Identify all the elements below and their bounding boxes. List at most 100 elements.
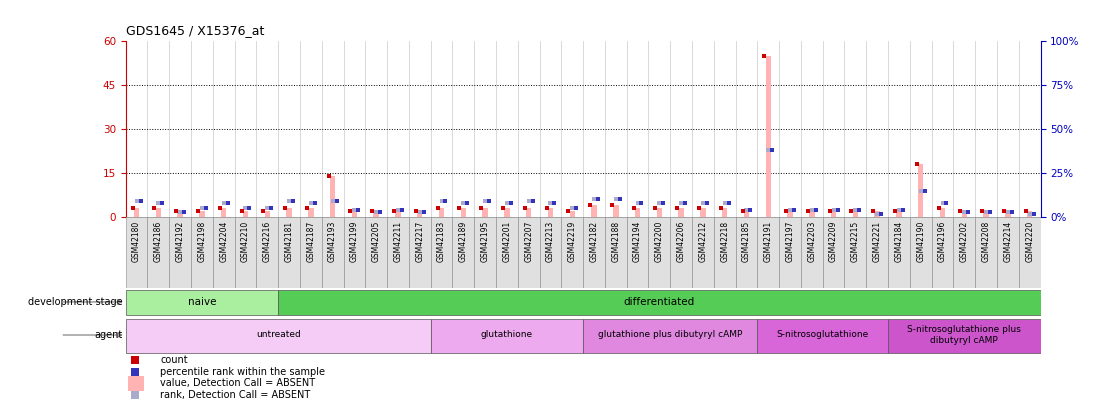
- Bar: [940, 208, 945, 217]
- Text: GSM42208: GSM42208: [982, 221, 990, 262]
- Bar: [213, 217, 235, 288]
- Bar: [126, 290, 278, 315]
- Text: untreated: untreated: [256, 330, 301, 339]
- Bar: [243, 211, 248, 217]
- Bar: [496, 217, 518, 288]
- Text: GSM42203: GSM42203: [808, 221, 816, 262]
- Bar: [613, 205, 619, 217]
- Bar: [431, 217, 453, 288]
- Text: GSM42218: GSM42218: [720, 221, 729, 262]
- Bar: [809, 211, 814, 217]
- Bar: [823, 217, 845, 288]
- Text: glutathione plus dibutyryl cAMP: glutathione plus dibutyryl cAMP: [598, 330, 742, 339]
- Text: GSM42186: GSM42186: [154, 221, 163, 262]
- Text: GSM42206: GSM42206: [677, 221, 685, 262]
- Bar: [714, 217, 736, 288]
- Bar: [657, 208, 662, 217]
- Bar: [867, 217, 888, 288]
- Bar: [431, 319, 584, 352]
- Bar: [962, 211, 967, 217]
- Bar: [278, 290, 1041, 315]
- Bar: [757, 217, 779, 288]
- Bar: [931, 217, 953, 288]
- Bar: [257, 217, 278, 288]
- Text: GSM42188: GSM42188: [611, 221, 621, 262]
- Bar: [286, 208, 292, 217]
- Bar: [199, 211, 204, 217]
- Text: GSM42217: GSM42217: [415, 221, 424, 262]
- Bar: [330, 176, 336, 217]
- Text: count: count: [161, 355, 188, 365]
- Text: GSM42187: GSM42187: [306, 221, 316, 262]
- Text: GSM42221: GSM42221: [872, 221, 882, 262]
- Bar: [635, 208, 640, 217]
- Bar: [343, 217, 365, 288]
- Bar: [888, 319, 1041, 352]
- Bar: [626, 217, 648, 288]
- Text: GSM42185: GSM42185: [742, 221, 751, 262]
- Bar: [679, 208, 684, 217]
- Bar: [736, 217, 757, 288]
- Bar: [126, 217, 148, 288]
- Text: GSM42220: GSM42220: [1025, 221, 1034, 262]
- Text: GSM42207: GSM42207: [525, 221, 533, 262]
- Bar: [1006, 211, 1011, 217]
- Bar: [984, 211, 989, 217]
- Text: S-nitrosoglutathione plus
dibutyryl cAMP: S-nitrosoglutathione plus dibutyryl cAMP: [907, 325, 1021, 345]
- Bar: [801, 217, 823, 288]
- Text: GSM42214: GSM42214: [1003, 221, 1012, 262]
- Text: GDS1645 / X15376_at: GDS1645 / X15376_at: [126, 24, 265, 37]
- Bar: [177, 211, 183, 217]
- Bar: [540, 217, 562, 288]
- Bar: [787, 211, 792, 217]
- Bar: [743, 211, 749, 217]
- Bar: [278, 217, 299, 288]
- Bar: [169, 217, 191, 288]
- Bar: [299, 217, 321, 288]
- Text: GSM42211: GSM42211: [393, 221, 402, 262]
- Bar: [722, 208, 728, 217]
- Bar: [409, 217, 431, 288]
- Bar: [953, 217, 975, 288]
- Text: GSM42180: GSM42180: [132, 221, 141, 262]
- Bar: [518, 217, 540, 288]
- Bar: [133, 208, 139, 217]
- Text: GSM42192: GSM42192: [176, 221, 185, 262]
- Text: GSM42210: GSM42210: [240, 221, 250, 262]
- Text: rank, Detection Call = ABSENT: rank, Detection Call = ABSENT: [161, 390, 310, 400]
- Bar: [418, 211, 423, 217]
- Bar: [975, 217, 997, 288]
- Bar: [148, 217, 169, 288]
- Text: GSM42190: GSM42190: [916, 221, 926, 262]
- Bar: [221, 208, 226, 217]
- Bar: [1019, 217, 1041, 288]
- Text: glutathione: glutathione: [481, 330, 533, 339]
- Text: GSM42212: GSM42212: [698, 221, 707, 262]
- Bar: [365, 217, 387, 288]
- Bar: [504, 208, 509, 217]
- Bar: [845, 217, 867, 288]
- Bar: [584, 319, 757, 352]
- Bar: [155, 208, 161, 217]
- Bar: [888, 217, 909, 288]
- Bar: [757, 319, 888, 352]
- Bar: [648, 217, 670, 288]
- Text: GSM42193: GSM42193: [328, 221, 337, 262]
- Text: GSM42195: GSM42195: [481, 221, 490, 262]
- Bar: [374, 211, 379, 217]
- Bar: [526, 208, 531, 217]
- Bar: [997, 217, 1019, 288]
- Text: differentiated: differentiated: [624, 297, 695, 307]
- Bar: [482, 208, 487, 217]
- Text: GSM42201: GSM42201: [503, 221, 512, 262]
- Bar: [765, 55, 771, 217]
- Bar: [701, 208, 706, 217]
- Text: value, Detection Call = ABSENT: value, Detection Call = ABSENT: [161, 378, 316, 388]
- Text: naive: naive: [188, 297, 216, 307]
- Bar: [235, 217, 257, 288]
- Bar: [853, 211, 858, 217]
- Text: GSM42199: GSM42199: [350, 221, 359, 262]
- Bar: [265, 211, 270, 217]
- Text: GSM42213: GSM42213: [545, 221, 555, 262]
- Bar: [569, 211, 575, 217]
